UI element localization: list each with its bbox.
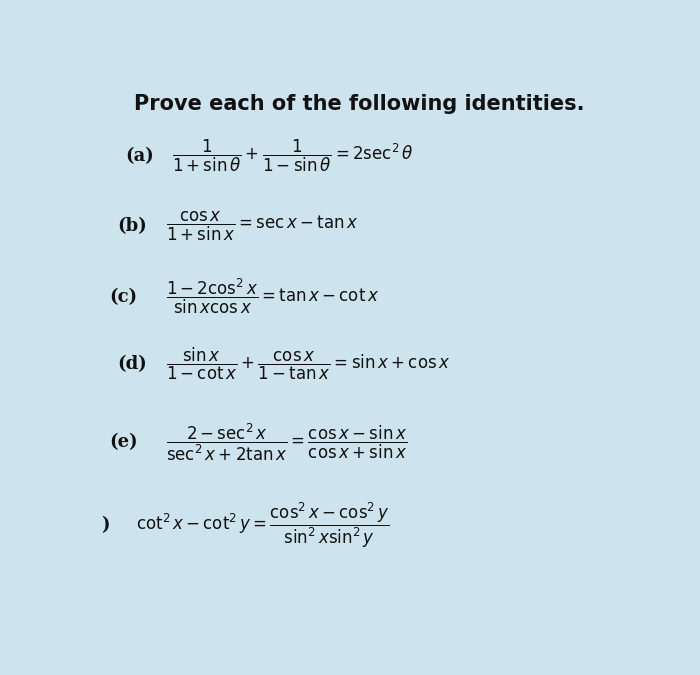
Text: (b): (b)	[118, 217, 147, 236]
Text: $\dfrac{\sin x}{1-\cot x} + \dfrac{\cos x}{1-\tan x} = \sin x + \cos x$: $\dfrac{\sin x}{1-\cot x} + \dfrac{\cos …	[166, 346, 451, 382]
Text: $\dfrac{1-2\cos^{2}x}{\sin x\cos x} = \tan x - \cot x$: $\dfrac{1-2\cos^{2}x}{\sin x\cos x} = \t…	[166, 277, 379, 317]
Text: (d): (d)	[118, 355, 147, 373]
Text: $\dfrac{2-\sec^{2}x}{\sec^{2}x+2\tan x} = \dfrac{\cos x - \sin x}{\cos x + \sin : $\dfrac{2-\sec^{2}x}{\sec^{2}x+2\tan x} …	[166, 421, 407, 463]
Text: $\dfrac{\cos x}{1+\sin x} = \sec x - \tan x$: $\dfrac{\cos x}{1+\sin x} = \sec x - \ta…	[166, 210, 359, 243]
Text: $\cot^{2}x - \cot^{2}y = \dfrac{\cos^{2}x - \cos^{2}y}{\sin^{2}x\sin^{2}y}$: $\cot^{2}x - \cot^{2}y = \dfrac{\cos^{2}…	[136, 501, 390, 550]
Text: ): )	[101, 516, 110, 535]
Text: (a): (a)	[125, 147, 154, 165]
Text: (c): (c)	[109, 288, 137, 306]
Text: $\dfrac{1}{1+\sin\theta} + \dfrac{1}{1-\sin\theta} = 2\sec^{2}\theta$: $\dfrac{1}{1+\sin\theta} + \dfrac{1}{1-\…	[172, 138, 413, 174]
Text: Prove each of the following identities.: Prove each of the following identities.	[134, 94, 584, 114]
Text: (e): (e)	[109, 433, 138, 451]
